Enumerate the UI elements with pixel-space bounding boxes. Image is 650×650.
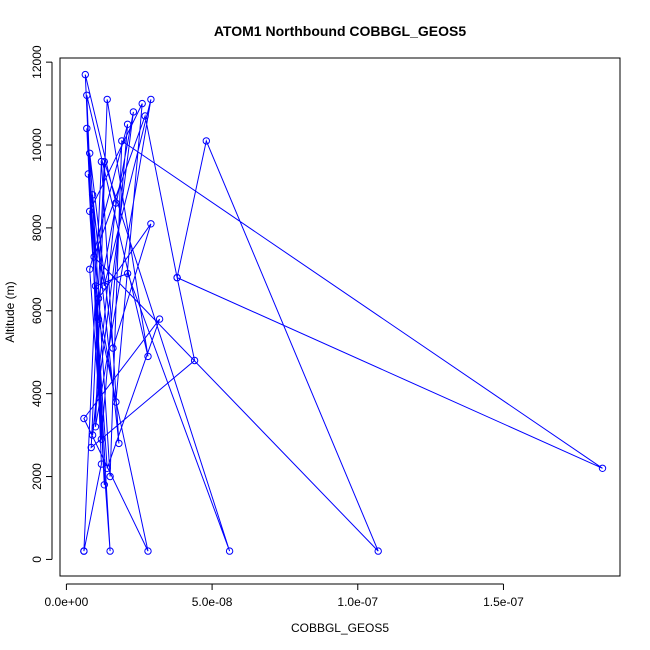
data-point [80,547,88,555]
data-point [94,294,103,303]
y-tick-label: 8000 [30,214,44,241]
data-point [118,137,126,145]
y-tick-label: 12000 [30,45,44,79]
series-line [83,74,603,552]
y-tick-label: 6000 [30,297,44,324]
data-point [100,481,109,489]
data-point [155,315,164,323]
data-point [225,547,234,555]
plot-frame [59,57,621,577]
data-point [88,431,97,439]
data-point [144,547,152,555]
data-point [103,464,111,472]
data-point [100,282,109,290]
data-point [106,547,114,555]
data-point [103,95,111,104]
y-tick-label: 2000 [30,463,44,490]
data-point [138,99,146,108]
data-point [115,439,123,448]
data-point [202,137,211,145]
x-tick-label: 0.0e+00 [45,595,89,609]
data-point [109,344,117,352]
data-point [147,220,155,228]
data-point [147,95,155,104]
data-point [144,352,152,361]
x-axis-label: COBBGL_GEOS5 [291,621,389,635]
data-point [86,265,94,273]
data-point [97,435,106,443]
y-tick-label: 10000 [30,128,44,162]
data-point [173,273,181,282]
data-point [88,191,97,199]
data-point [80,414,88,423]
chart-title: ATOM1 Northbound COBBGL_GEOS5 [214,23,466,39]
x-tick-label: 1.0e-07 [337,595,378,609]
y-tick-label: 0 [30,556,44,563]
y-tick-label: 4000 [30,380,44,407]
data-point [112,199,120,207]
data-point [129,108,138,116]
data-point [86,149,94,158]
data-point [141,112,149,120]
y-axis-label: Altitude (m) [3,281,17,342]
data-point [83,124,91,133]
data-point [100,157,109,166]
series-layer [80,70,607,555]
data-point [90,253,98,261]
x-tick-label: 5.0e-08 [192,595,233,609]
data-point [123,269,132,278]
data-point [97,460,106,468]
data-point [87,443,95,452]
data-point [81,70,90,79]
data-point [84,170,93,178]
data-point [112,398,120,406]
data-point [94,315,103,323]
data-point [598,464,607,472]
data-point [190,356,199,365]
axes-layer: 0.0e+00 5.0e-08 1.0e-07 1.5e-07 0 2000 4000 600… [30,45,524,609]
data-point [374,547,382,555]
data-point [106,472,114,481]
data-point [91,423,100,431]
data-point [123,120,132,129]
data-point [86,207,94,216]
x-tick-label: 1.5e-07 [483,595,524,609]
data-point [97,157,106,166]
data-point [83,91,91,100]
data-point [91,282,100,290]
